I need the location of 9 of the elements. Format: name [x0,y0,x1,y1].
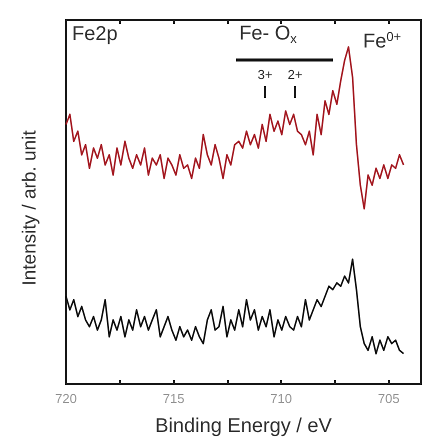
annotation: 2+ [288,67,302,82]
x-tick-label: 720 [55,391,77,406]
text: Fe2p [72,23,118,45]
x-axis-title: Binding Energy / eV [155,415,333,437]
x-tick-label: 705 [378,391,400,406]
y-axis-title: Intensity / arb. unit [20,130,40,286]
x-tick-label: 710 [270,391,292,406]
x-tick-label: 715 [162,391,184,406]
annotation: 3+ [258,67,272,82]
